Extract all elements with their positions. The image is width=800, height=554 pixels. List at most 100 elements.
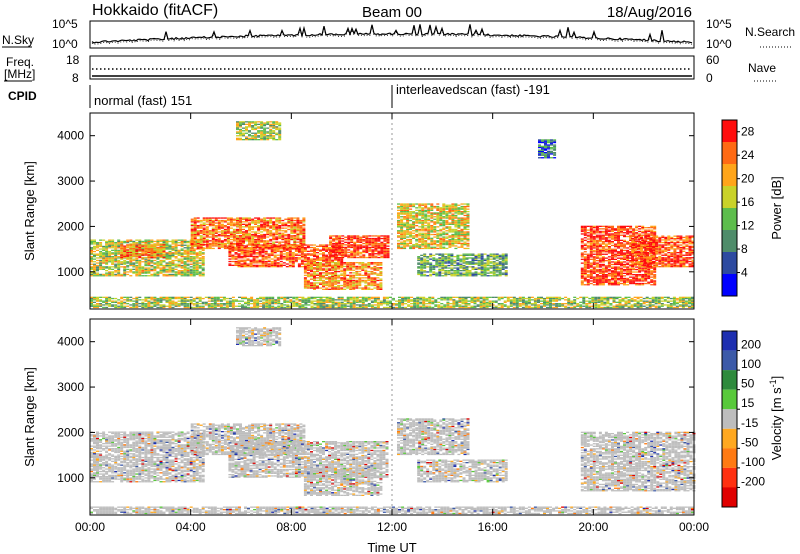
power-cell-6 [445, 207, 449, 209]
power-cell-3 [267, 253, 271, 255]
power-cell-6 [412, 244, 416, 246]
power-cell-0 [138, 261, 142, 263]
power-cell-3 [297, 248, 301, 250]
power-cell-7 [504, 259, 508, 262]
power-cell-8 [644, 279, 648, 281]
power-cell-5 [371, 255, 375, 257]
power-cell-4 [349, 274, 353, 276]
power-cell-0 [195, 253, 199, 255]
power-cell-5 [353, 250, 357, 252]
power-cell-8 [604, 251, 608, 253]
power-cell-4 [379, 286, 383, 288]
power-cell-5 [335, 242, 339, 245]
power-cell-6 [439, 241, 443, 243]
power-cell-5 [371, 253, 375, 255]
power-cell-7 [453, 264, 457, 267]
power-cell-6 [460, 205, 464, 208]
power-cell-2 [245, 221, 248, 223]
power-cell-5 [344, 248, 348, 250]
power-cell-4 [352, 279, 356, 282]
power-cell-0 [96, 247, 99, 249]
power-cell-6 [430, 238, 434, 241]
power-cell-1 [144, 254, 148, 256]
power-cell-0 [156, 273, 160, 276]
power-cell-6 [421, 230, 425, 232]
power-cell-4 [325, 269, 329, 271]
power-cell-8 [601, 282, 605, 285]
power-cell-8 [629, 270, 633, 272]
power-cell-8 [626, 232, 630, 234]
power-cell-6 [400, 237, 404, 239]
power-cell-8 [623, 275, 626, 277]
power-cell-8 [601, 230, 605, 233]
power-cell-8 [586, 284, 590, 286]
power-cell-5 [386, 249, 390, 251]
power-cell-0 [123, 270, 127, 272]
power-cell-2 [242, 232, 245, 234]
power-cell-3 [228, 246, 232, 249]
power-cell-2 [242, 233, 245, 236]
power-cell-5 [374, 248, 378, 250]
power-cell-8 [641, 267, 645, 269]
power-cell-2 [199, 245, 203, 247]
power-cell-4 [343, 279, 347, 282]
power-cell-1 [147, 256, 151, 259]
power-cell-6 [412, 245, 416, 247]
power-cell-3 [297, 244, 301, 246]
power-cell-3 [306, 254, 310, 256]
power-cell-8 [641, 282, 645, 285]
power-cell-4 [325, 278, 329, 280]
power-cell-2 [193, 231, 197, 233]
power-cell-1 [162, 248, 166, 250]
power-cell-6 [400, 228, 404, 231]
power-cell-0 [108, 253, 112, 255]
power-cell-0 [171, 270, 175, 272]
power-cell-2 [299, 222, 303, 224]
power-cell-6 [400, 223, 404, 225]
power-cell-8 [611, 274, 614, 276]
power-cell-5 [338, 254, 342, 256]
power-cell-7 [492, 272, 496, 274]
power-cell-2 [296, 222, 300, 224]
power-cell-6 [427, 211, 431, 213]
power-cell-7 [456, 257, 460, 259]
power-cell-7 [459, 264, 463, 267]
power-cell-3 [322, 257, 325, 259]
power-cell-8 [595, 277, 599, 280]
power-cell-2 [281, 225, 285, 227]
power-cell-2 [223, 247, 227, 250]
power-cell-0 [180, 272, 184, 274]
power-cell-4 [337, 263, 341, 265]
power-cell-1 [126, 255, 130, 257]
power-cell-8 [638, 282, 642, 285]
power-cell-8 [641, 279, 645, 281]
power-cell-3 [243, 266, 247, 268]
power-cell-7 [498, 263, 502, 265]
power-cell-6 [424, 213, 428, 215]
power-cell-0 [132, 262, 136, 264]
power-cell-2 [302, 235, 306, 237]
power-cell-7 [441, 261, 445, 263]
power-cell-1 [141, 245, 145, 247]
power-cell-8 [601, 253, 605, 255]
power-cell-8 [598, 244, 602, 247]
power-cell-6 [403, 240, 407, 242]
power-cell-0 [198, 254, 202, 256]
power-cell-5 [356, 241, 360, 243]
power-cell-6 [397, 212, 400, 214]
power-cell-0 [135, 261, 139, 263]
power-cell-0 [147, 259, 151, 262]
power-cell-2 [190, 218, 194, 220]
power-cell-0 [90, 257, 93, 259]
power-cell-0 [168, 262, 172, 264]
power-cell-6 [415, 246, 419, 248]
power-cell-6 [451, 241, 455, 243]
power-cell-6 [403, 235, 407, 237]
power-cell-0 [192, 261, 196, 263]
power-cell-3 [252, 246, 256, 249]
power-cell-2 [287, 225, 291, 227]
power-cell-2 [202, 218, 206, 220]
power-cell-6 [454, 240, 458, 242]
power-cell-4 [352, 281, 356, 283]
power-cell-6 [400, 233, 404, 236]
